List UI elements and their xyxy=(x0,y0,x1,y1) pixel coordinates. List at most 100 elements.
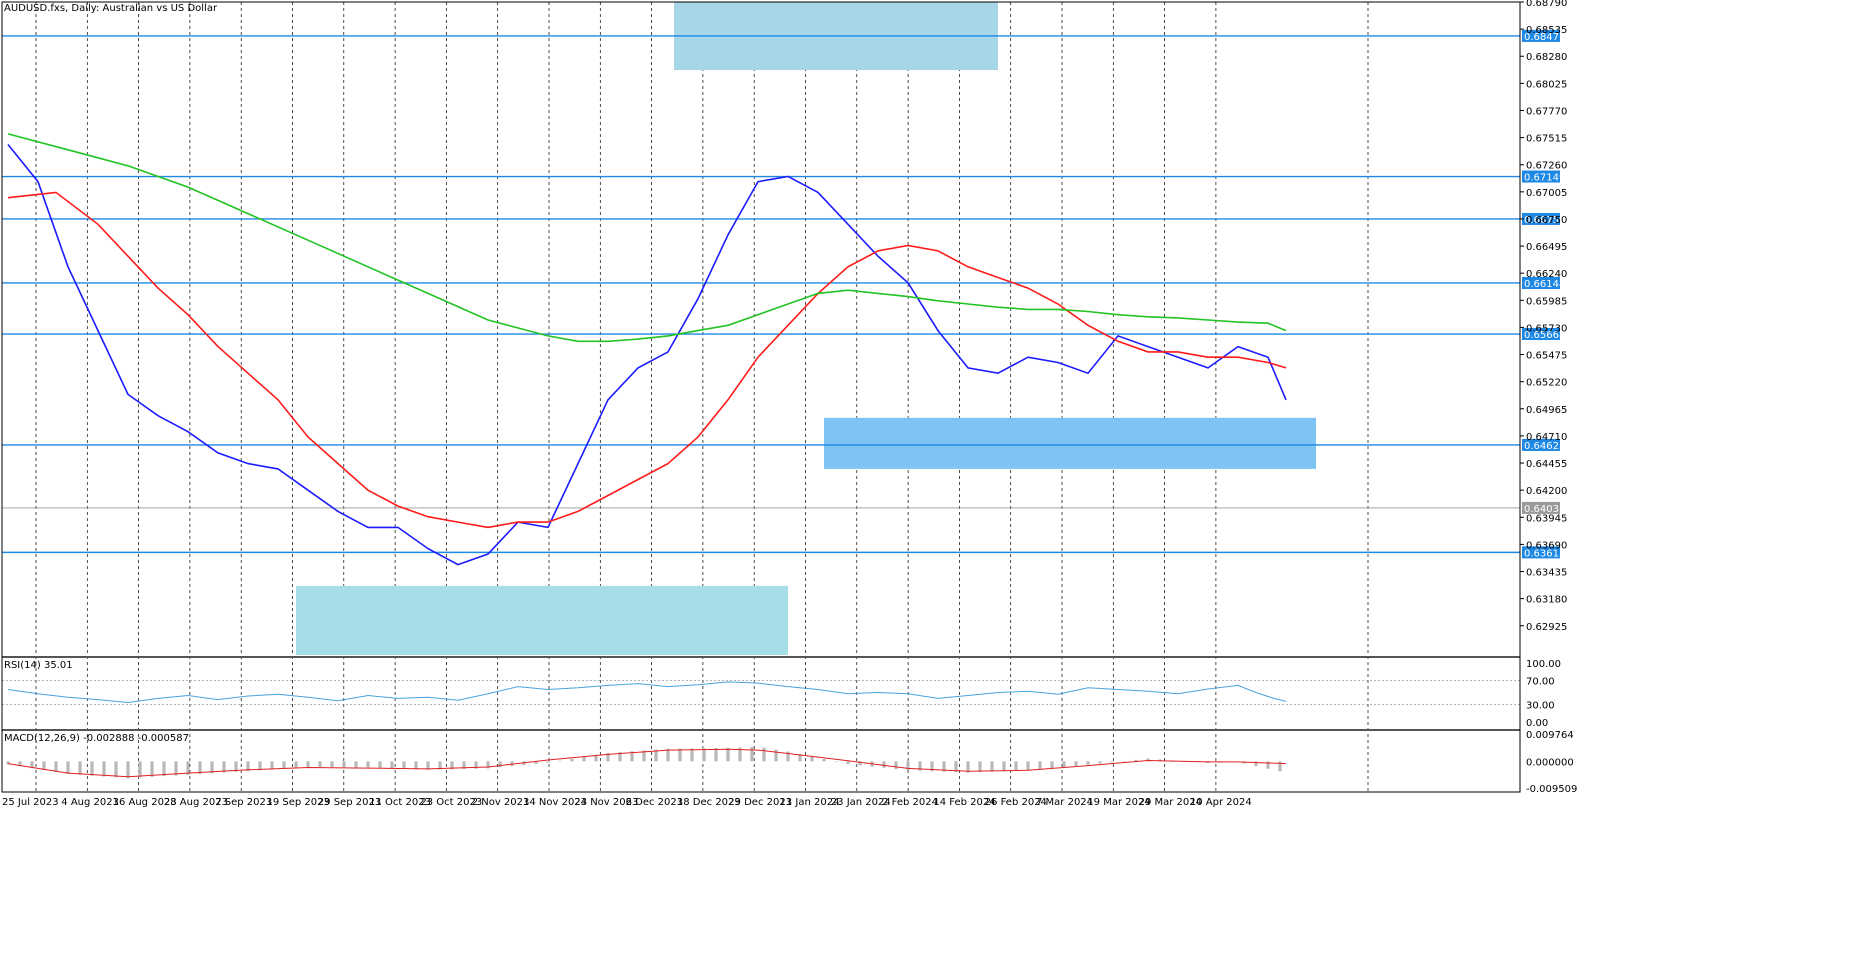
y-tick-label: 0.66750 xyxy=(1526,215,1567,226)
macd-histogram-bar xyxy=(258,761,262,771)
macd-histogram-bar xyxy=(918,761,922,771)
price-level-box xyxy=(1522,438,1560,451)
macd-pane xyxy=(6,747,1287,779)
macd-histogram-bar xyxy=(1278,761,1282,772)
ma-50-line xyxy=(7,191,1287,529)
x-tick-label: 23 Oct 2023 xyxy=(420,797,482,808)
y-tick-label: 0.67260 xyxy=(1526,161,1567,172)
macd-histogram-bar xyxy=(1038,761,1042,770)
macd-histogram-bar xyxy=(642,750,646,762)
macd-histogram-bar xyxy=(378,761,382,768)
macd-histogram-bar xyxy=(750,747,754,762)
macd-histogram-bar xyxy=(18,761,22,767)
macd-histogram-bar xyxy=(606,752,610,762)
chart-frame xyxy=(1,1,1521,793)
macd-histogram-bar xyxy=(954,761,958,773)
y-tick-label: 0.63690 xyxy=(1526,540,1567,551)
macd-histogram-bar xyxy=(846,761,850,765)
macd-histogram-bar xyxy=(474,761,478,769)
price-level-box xyxy=(1522,170,1560,183)
y-tick-label: 0.67515 xyxy=(1526,134,1567,145)
grid-layer xyxy=(35,2,1369,792)
macd-label: MACD(12,26,9) -0.002888 -0.000587 xyxy=(4,733,189,744)
macd-histogram-bar xyxy=(546,761,550,763)
macd-histogram-bar xyxy=(426,761,430,770)
macd-histogram-bar xyxy=(1266,761,1270,769)
rsi-tick-label: 30.00 xyxy=(1526,700,1555,711)
macd-histogram-bar xyxy=(390,761,394,769)
macd-histogram-bar xyxy=(786,751,790,762)
x-tick-label: 19 Mar 2024 xyxy=(1087,797,1150,808)
price-level-label: 0.67149 xyxy=(1524,173,1565,184)
x-tick-label: 6 Dec 2023 xyxy=(626,797,684,808)
x-tick-label: 25 Jul 2023 xyxy=(2,797,59,808)
x-tick-label: 24 Nov 2023 xyxy=(574,797,638,808)
macd-histogram-bar xyxy=(774,749,778,762)
y-tick-label: 0.68535 xyxy=(1526,25,1567,36)
x-tick-label: 28 Aug 2023 xyxy=(164,797,228,808)
horizontal-levels[interactable]: 0.68471 0.67149 0.66750 0.66148 0.65668 0.646… xyxy=(2,29,1565,559)
x-tick-label: 4 Aug 2023 xyxy=(61,797,119,808)
rsi-label: RSI(14) 35.01 xyxy=(4,660,73,671)
y-tick-label: 0.66495 xyxy=(1526,242,1567,253)
macd-histogram-bar xyxy=(54,761,58,773)
macd-histogram-bar xyxy=(30,761,34,769)
ma-20-line xyxy=(7,143,1287,566)
macd-histogram-bar xyxy=(1074,761,1078,766)
macd-histogram-bar xyxy=(618,752,622,762)
macd-histogram-bar xyxy=(402,761,406,769)
macd-histogram-bar xyxy=(1134,759,1138,762)
y-tick-label: 0.64455 xyxy=(1526,459,1567,470)
y-tick-label: 0.63180 xyxy=(1526,595,1567,606)
macd-histogram-bar xyxy=(222,761,226,773)
price-level-label: 0.63615 xyxy=(1524,548,1565,559)
rsi-line xyxy=(7,681,1287,704)
ma-200-line xyxy=(7,133,1287,343)
x-tick-label: 11 Jan 2024 xyxy=(780,797,840,808)
macd-histogram-bar xyxy=(570,758,574,762)
macd-histogram-bar xyxy=(630,751,634,762)
macd-histogram-bar xyxy=(138,761,142,778)
macd-histogram-bar xyxy=(150,761,154,777)
macd-histogram-bar xyxy=(174,761,178,776)
macd-signal-line xyxy=(7,748,1287,778)
macd-histogram-bar xyxy=(126,761,130,779)
price-level-box xyxy=(1522,328,1560,341)
y-tick-label: 0.65475 xyxy=(1526,351,1567,362)
macd-histogram-bar xyxy=(1050,761,1054,769)
macd-histogram-bar xyxy=(738,747,742,762)
chart-title: AUDUSD.fxs, Daily: Australian vs US Doll… xyxy=(4,3,218,14)
macd-tick-label: 0.009764 xyxy=(1526,730,1574,741)
x-tick-label: 10 Apr 2024 xyxy=(1190,797,1252,808)
rsi-pane xyxy=(2,680,1520,705)
current-price-label: 0.64033 xyxy=(1524,504,1565,515)
macd-histogram-bar xyxy=(78,761,82,775)
y-tick-label: 0.68025 xyxy=(1526,79,1567,90)
price-level-label: 0.68471 xyxy=(1524,32,1565,43)
macd-histogram-bar xyxy=(366,761,370,768)
macd-histogram-bar xyxy=(198,761,202,775)
macd-histogram-bar xyxy=(822,759,826,762)
y-tick-label: 0.66240 xyxy=(1526,269,1567,280)
x-tick-label: 2 Nov 2023 xyxy=(472,797,530,808)
rsi-tick-label: 100.00 xyxy=(1526,659,1561,670)
y-tick-label: 0.68790 xyxy=(1526,0,1567,9)
macd-histogram-bar xyxy=(1002,761,1006,772)
x-tick-label: 7 Mar 2024 xyxy=(1036,797,1093,808)
macd-histogram-bar xyxy=(594,754,598,762)
x-tick-label: 29 Dec 2023 xyxy=(728,797,792,808)
rsi-tick-label: 0.00 xyxy=(1526,718,1548,729)
price-level-box xyxy=(1522,212,1560,225)
y-tick-label: 0.65220 xyxy=(1526,378,1567,389)
current-price-box xyxy=(1522,501,1560,514)
zone-layer xyxy=(296,2,1316,655)
macd-histogram-bar xyxy=(534,761,538,764)
macd-histogram-bar xyxy=(42,761,46,771)
macd-histogram-bar xyxy=(942,761,946,772)
macd-histogram-bar xyxy=(162,761,166,777)
macd-histogram-bar xyxy=(210,761,214,774)
macd-histogram-bar xyxy=(450,761,454,770)
x-tick-label: 29 Mar 2024 xyxy=(1139,797,1202,808)
